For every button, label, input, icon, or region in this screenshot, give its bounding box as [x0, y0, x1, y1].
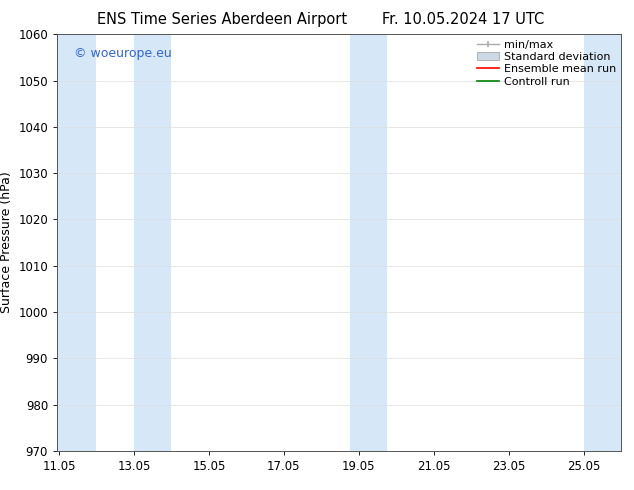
Bar: [349, 34, 387, 451]
Bar: [134, 34, 171, 451]
Text: © woeurope.eu: © woeurope.eu: [74, 47, 172, 60]
Bar: [584, 34, 621, 451]
Bar: [57, 34, 96, 451]
Text: ENS Time Series Aberdeen Airport: ENS Time Series Aberdeen Airport: [97, 12, 347, 27]
Y-axis label: Surface Pressure (hPa): Surface Pressure (hPa): [0, 172, 13, 314]
Legend: min/max, Standard deviation, Ensemble mean run, Controll run: min/max, Standard deviation, Ensemble me…: [475, 38, 618, 89]
Text: Fr. 10.05.2024 17 UTC: Fr. 10.05.2024 17 UTC: [382, 12, 544, 27]
